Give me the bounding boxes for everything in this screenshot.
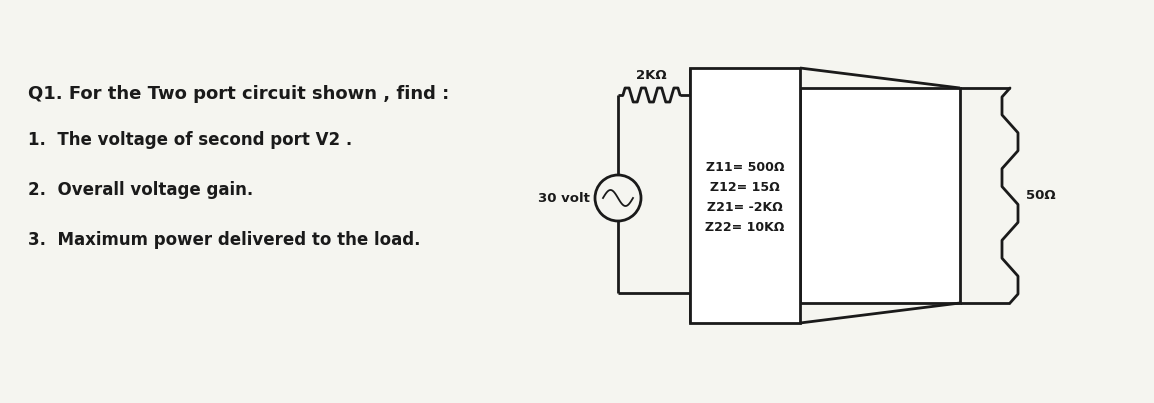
Text: 1.  The voltage of second port V2 .: 1. The voltage of second port V2 .	[28, 131, 352, 149]
Text: Z22= 10KΩ: Z22= 10KΩ	[705, 221, 785, 234]
Text: Z11= 500Ω: Z11= 500Ω	[706, 161, 785, 174]
Text: 50Ω: 50Ω	[1026, 189, 1056, 202]
Text: Z21= -2KΩ: Z21= -2KΩ	[707, 201, 782, 214]
Bar	[800, 88, 960, 303]
Text: 2KΩ: 2KΩ	[636, 69, 667, 82]
Text: 30 volt: 30 volt	[538, 191, 590, 204]
Bar	[690, 68, 800, 323]
Text: Z12= 15Ω: Z12= 15Ω	[710, 181, 780, 194]
Text: 2.  Overall voltage gain.: 2. Overall voltage gain.	[28, 181, 253, 199]
Text: 3.  Maximum power delivered to the load.: 3. Maximum power delivered to the load.	[28, 231, 420, 249]
Text: Q1. For the Two port circuit shown , find :: Q1. For the Two port circuit shown , fin…	[28, 85, 449, 103]
